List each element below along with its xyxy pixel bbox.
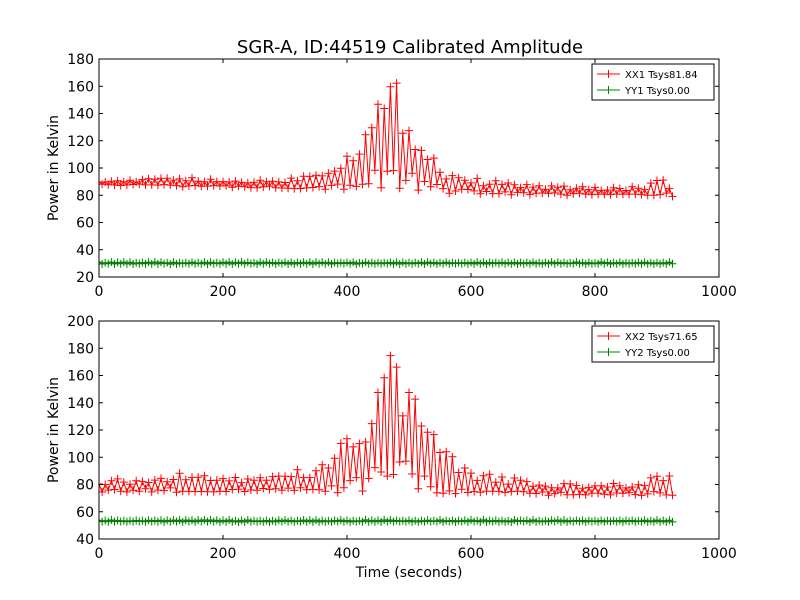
- x-tick-label: 200: [210, 546, 237, 562]
- plot-data: [99, 351, 677, 526]
- series-line: [99, 83, 673, 197]
- y-tick-label: 100: [67, 161, 94, 177]
- legend-box: [591, 325, 715, 363]
- y-tick-label: 160: [67, 79, 94, 95]
- plot-data: [99, 79, 677, 269]
- legend-swatch-marker: [604, 86, 613, 94]
- y-tick-label: 80: [76, 478, 94, 494]
- y-tick-label: 160: [67, 369, 94, 385]
- legend-box: [591, 63, 715, 101]
- y-tick-label: 140: [67, 396, 94, 412]
- legend-swatch-marker: [604, 70, 613, 78]
- legend-label: XX1 Tsys81.84: [625, 70, 698, 81]
- y-tick-label: 120: [67, 423, 94, 439]
- series-yy2-tsys0-00: [99, 515, 677, 526]
- y-tick-label: 180: [67, 341, 94, 357]
- y-tick-label: 60: [76, 216, 94, 232]
- x-tick-label: 400: [334, 284, 361, 300]
- x-tick-label: 0: [95, 284, 104, 300]
- y-axis-label: Power in Kelvin: [46, 115, 62, 221]
- legend: XX2 Tsys71.65 YY2 Tsys0.00: [591, 325, 715, 363]
- y-tick-label: 140: [67, 107, 94, 123]
- x-tick-label: 800: [582, 546, 609, 562]
- x-axis-label: Time (seconds): [355, 565, 463, 581]
- top-panel: 0 200 400 600 800 1000 20 40 60 80 100 120 140 160 180…: [46, 52, 737, 300]
- y-tick-label: 180: [67, 52, 94, 68]
- y-tick-label: 80: [76, 188, 94, 204]
- series-markers: [99, 351, 677, 500]
- y-tick-label: 20: [76, 270, 94, 286]
- series-xx2-tsys71-65: [99, 351, 677, 500]
- bottom-panel: 0 200 400 600 800 1000 40 60 80 100 120 140 160 180 20…: [46, 314, 737, 581]
- x-tick-label: 1000: [701, 284, 737, 300]
- y-tick-label: 60: [76, 505, 94, 521]
- y-tick-label: 40: [76, 532, 94, 548]
- legend-label: XX2 Tsys71.65: [625, 332, 698, 343]
- series-markers: [99, 258, 677, 269]
- x-tick-label: 600: [458, 284, 485, 300]
- legend-swatch-marker: [604, 348, 613, 356]
- y-axis-label: Power in Kelvin: [46, 377, 62, 483]
- legend: XX1 Tsys81.84 YY1 Tsys0.00: [591, 63, 715, 101]
- series-markers: [99, 79, 677, 201]
- y-tick-label: 200: [67, 314, 94, 330]
- y-tick-label: 100: [67, 450, 94, 466]
- y-tick-label: 120: [67, 134, 94, 150]
- series-xx1-tsys81-84: [99, 79, 677, 201]
- series-markers: [99, 515, 677, 526]
- x-tick-label: 1000: [701, 546, 737, 562]
- x-tick-label: 600: [458, 546, 485, 562]
- x-tick-label: 400: [334, 546, 361, 562]
- series-line: [99, 355, 673, 498]
- y-tick-label: 40: [76, 243, 94, 259]
- legend-swatch-marker: [604, 332, 613, 340]
- x-tick-label: 0: [95, 546, 104, 562]
- legend-label: YY2 Tsys0.00: [624, 348, 690, 359]
- legend-label: YY1 Tsys0.00: [624, 86, 690, 97]
- chart-title: SGR-A, ID:44519 Calibrated Amplitude: [237, 37, 583, 58]
- x-tick-label: 200: [210, 284, 237, 300]
- series-yy1-tsys0-00: [99, 258, 677, 269]
- x-tick-label: 800: [582, 284, 609, 300]
